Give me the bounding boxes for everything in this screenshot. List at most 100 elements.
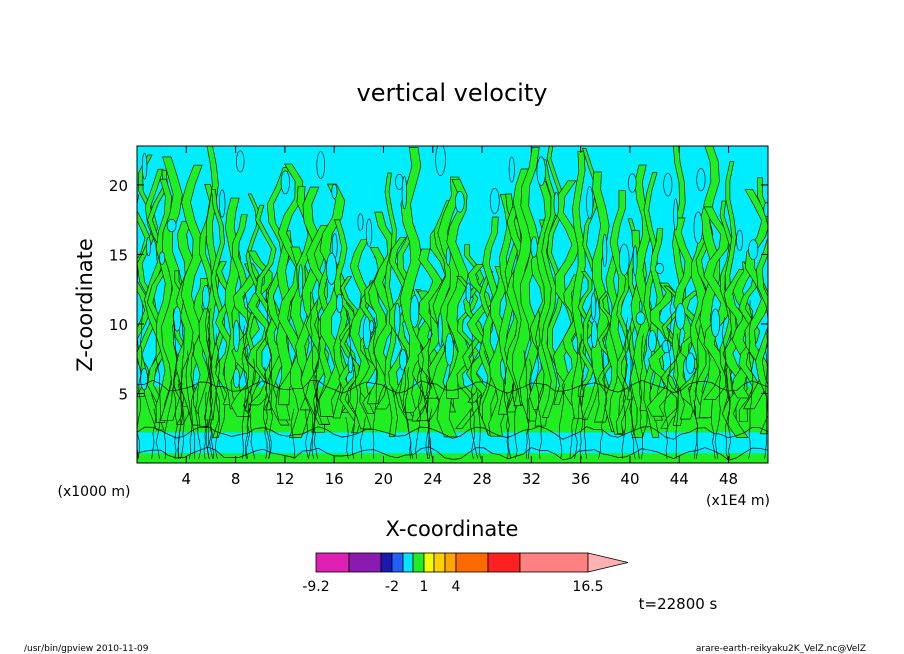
x-unit-left: (x1000 m) (58, 484, 131, 500)
downdraft-pocket (627, 173, 637, 193)
downdraft-pocket (218, 189, 226, 218)
y-tick-label: 15 (109, 246, 128, 264)
downdraft-pocket (635, 311, 646, 325)
contour-line (419, 341, 430, 459)
downdraft-pocket (159, 251, 166, 265)
x-tick-label: 12 (275, 470, 294, 488)
x-axis: 4 8 12 16 20 24 28 32 36 40 44 48 (182, 146, 738, 488)
downdraft-pocket (141, 152, 148, 180)
colorbar-swatch (444, 552, 457, 573)
contour-line (137, 300, 144, 459)
downdraft-pocket (675, 303, 686, 330)
x-tick-label: 44 (670, 470, 689, 488)
downdraft-pocket (394, 302, 401, 336)
downdraft-pocket (140, 367, 148, 391)
downdraft-pocket (202, 284, 210, 310)
colorbar-swatch (315, 552, 350, 573)
downdraft-pocket (465, 282, 472, 303)
x-tick-label: 8 (231, 470, 241, 488)
downdraft-pocket (166, 218, 177, 233)
contour-line (663, 291, 673, 459)
downdraft-pocket (508, 156, 515, 183)
downdraft-pocket (663, 172, 673, 197)
downdraft-pocket (401, 176, 408, 210)
downdraft-pocket (331, 183, 338, 199)
contour-line (402, 367, 412, 459)
downdraft-pocket (602, 233, 608, 267)
downdraft-pocket (696, 168, 706, 192)
x-tick-label: 28 (473, 470, 492, 488)
contour-line (241, 291, 249, 459)
colorbar-swatch (423, 552, 435, 573)
colorbar-swatch (433, 552, 446, 573)
contour-line (523, 350, 530, 459)
contour-line (345, 308, 358, 459)
colorbar-tick-label: 16.5 (572, 579, 603, 595)
updraft-plume (384, 172, 398, 437)
downdraft-pocket (693, 211, 703, 244)
downdraft-pocket (362, 316, 371, 350)
downdraft-pocket (648, 330, 657, 353)
downdraft-pocket (619, 243, 630, 276)
band-contour (137, 446, 768, 461)
contour-plot (136, 145, 769, 464)
contour-line (185, 350, 193, 459)
colorbar (315, 552, 629, 573)
contour-line (764, 326, 768, 459)
downdraft-pocket (661, 340, 672, 354)
contour-line (629, 400, 636, 459)
x-tick-label: 16 (325, 470, 344, 488)
contour-line (372, 316, 379, 459)
y-tick-label: 5 (118, 385, 128, 403)
contour-line (693, 325, 701, 459)
colorbar-swatch (380, 552, 393, 573)
velocity-field (137, 146, 768, 463)
colorbar-swatch (348, 552, 382, 573)
contour-line (535, 308, 542, 459)
contour-line (290, 408, 296, 459)
contour-line (629, 325, 640, 459)
updraft-plume (660, 285, 684, 429)
x-tick-label: 48 (719, 470, 738, 488)
downdraft-pocket (586, 186, 594, 219)
contour-line (177, 383, 185, 459)
contour-line (195, 383, 202, 459)
contour-line (579, 383, 584, 459)
downdraft-pocket (736, 229, 744, 251)
x-tick-label: 40 (620, 470, 639, 488)
downdraft-pocket (748, 239, 759, 261)
colorbar-tick-label: -2 (385, 579, 399, 595)
contour-line (584, 417, 587, 459)
contour-line (714, 375, 721, 459)
contour-line (470, 333, 476, 459)
downdraft-pocket (233, 319, 240, 352)
contour-line (427, 408, 433, 459)
downdraft-pocket (365, 218, 373, 247)
colorbar-tick-label: 1 (420, 579, 429, 595)
downdraft-pocket (530, 236, 538, 258)
contour-line (527, 358, 532, 459)
downdraft-pocket (673, 198, 679, 231)
footer-left: /usr/bin/gpview 2010-11-09 (24, 644, 149, 654)
downdraft-pocket (591, 320, 598, 348)
updraft-plume (553, 180, 582, 404)
downdraft-pocket (536, 156, 546, 186)
downdraft-pocket (316, 151, 325, 179)
downdraft-pocket (655, 263, 664, 274)
updraft-plume (455, 276, 479, 429)
colorbar-tick-label: -9.2 (302, 579, 329, 595)
footer-right: arare-earth-reikyaku2K_VelZ.nc@VelZ (696, 644, 866, 654)
colorbar-swatch (412, 552, 425, 573)
downdraft-pocket (437, 312, 443, 347)
downdraft-pocket (590, 292, 597, 320)
contour-line (311, 300, 321, 459)
colorbar-overflow-arrow (587, 552, 629, 573)
contour-line (359, 417, 366, 459)
time-label: t=22800 s (639, 595, 718, 613)
contour-line (172, 341, 178, 459)
x-tick-label: 4 (182, 470, 192, 488)
contour-line (163, 308, 178, 459)
downdraft-pocket (298, 264, 304, 298)
downdraft-pocket (336, 293, 343, 313)
contour-line (266, 291, 274, 459)
